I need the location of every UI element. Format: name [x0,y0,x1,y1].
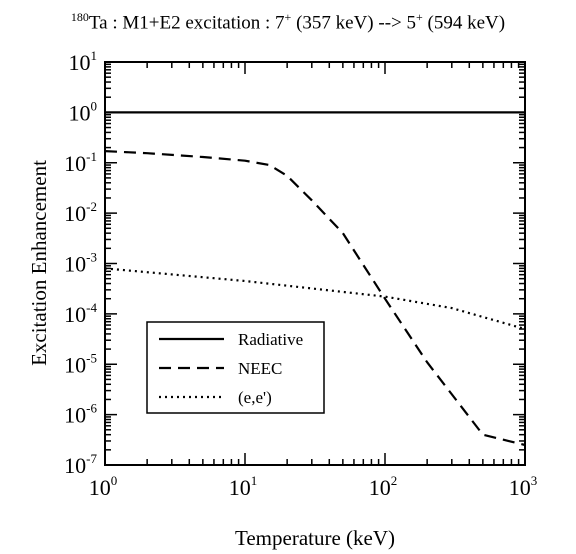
tick-label: 10-4 [64,300,97,327]
title-text-1: Ta : M1+E2 excitation : 7 [88,12,285,34]
plot-frame [104,61,526,466]
tick-label: 100 [69,98,98,125]
legend-label: Radiative [238,330,303,349]
chart-title: 180Ta : M1+E2 excitation : 7+ (357 keV) … [0,10,576,34]
tick-label: 10-2 [64,199,97,226]
tick-label: 10-3 [64,250,97,277]
title-text-3: (594 keV) [422,12,506,34]
tick-labels: 100 101 102 103 101 100 10-1 10-2 10-3 10-4 10-5 10… [64,48,537,500]
title-spin-parity-1: + [284,10,292,24]
tick-label: 100 [89,473,118,500]
series-layer [104,111,526,447]
legend-box [146,321,325,414]
y-axis-label: Excitation Enhancement [27,160,51,366]
tick-label: 102 [369,473,398,500]
series-line-e-e [104,267,526,331]
title-text-2: (357 keV) --> 5 [291,12,417,34]
legend-label: NEEC [238,359,282,378]
tick-label: 10-6 [64,401,97,428]
legend-label: (e,e') [238,388,272,407]
title-spin-parity-2: + [416,10,423,24]
tick-label: 10-5 [64,350,97,377]
x-axis-label: Temperature (keV) [235,526,395,550]
tick-label: 103 [509,473,538,500]
isotope-mass-number: 180 [70,10,89,24]
tick-label: 10-7 [64,451,97,478]
tick-label: 101 [69,48,98,75]
tick-label: 101 [229,473,258,500]
tick-label: 10-1 [64,149,97,176]
legend: Radiative NEEC (e,e') [146,321,325,414]
